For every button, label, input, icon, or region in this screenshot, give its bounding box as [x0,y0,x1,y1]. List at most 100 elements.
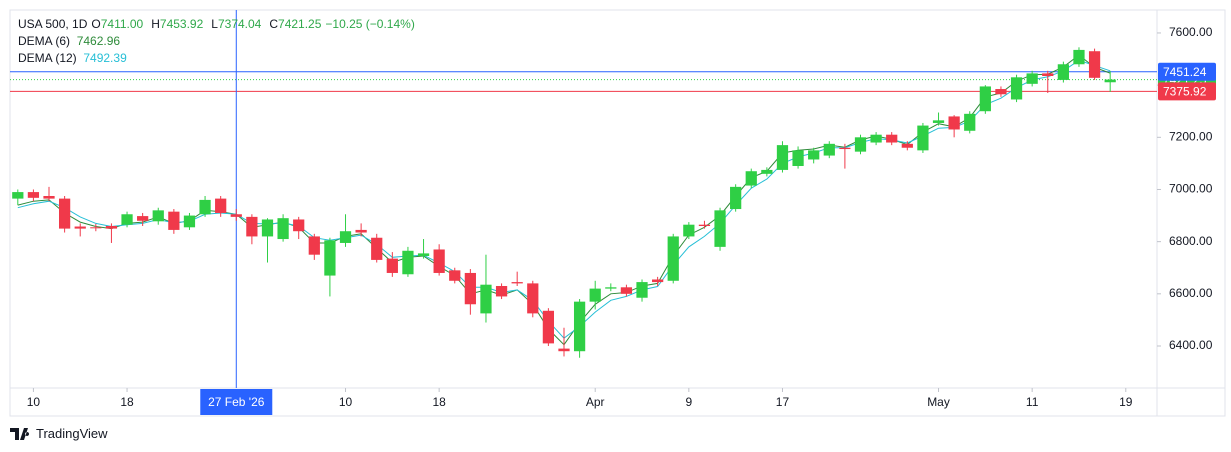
crosshair-x-label: 27 Feb '26 [208,395,265,409]
candle-body [511,282,523,284]
candle-body [137,216,149,221]
symbol: USA 500, 1D [18,17,88,31]
candle-body [355,229,367,233]
candle-body [605,287,617,289]
candle-body [215,198,227,213]
candle-body [932,120,945,123]
candle-body [854,137,867,152]
candle-body [979,86,991,112]
candle-body [386,258,398,273]
candle-body [558,348,570,352]
candle-body [964,113,976,131]
legend-value: 7492.39 [83,51,127,65]
ohlc-value: 7411.00 [100,17,144,31]
ohlc-key: O [91,17,101,31]
change: −10.25 (−0.14%) [325,17,415,31]
price-tag-label: 7451.24 [1163,65,1207,79]
candle-body [542,310,555,344]
candle-body [808,150,820,160]
candle-body [652,279,664,283]
candle-body [293,219,305,232]
candle-body [433,249,445,273]
ohlc-value: 7453.92 [159,17,204,31]
candle-body [948,116,960,130]
candle-body [230,214,242,217]
y-tick-label: 7600.00 [1169,25,1213,39]
candle-body [1042,73,1054,76]
candle-body [152,210,164,222]
candle-body [199,199,211,215]
candle-body [261,219,274,237]
legend-item: DEMA (6) 7462.96 [18,33,419,50]
candle-body [792,150,804,166]
x-tick-label: 17 [776,395,790,409]
y-tick-label: 7200.00 [1169,129,1213,143]
candle-body [464,272,476,305]
candle-body [277,218,289,240]
candle-body [339,231,352,243]
candle-body [901,143,913,148]
brand-name: TradingView [36,426,108,441]
y-tick-label: 6400.00 [1169,338,1213,352]
x-tick-label: 11 [1026,395,1039,409]
x-tick-label: May [927,395,950,409]
candle-body [761,169,773,174]
candle-body [1088,51,1101,78]
candle-body [1057,64,1069,80]
x-tick-label: Apr [586,395,605,409]
candle-body [402,250,414,275]
candle-body [745,171,757,186]
price-tag [1158,82,1216,101]
header-line: USA 500, 1D O7411.00 H7453.92 L7374.04 C7421… [18,16,419,33]
candle-body [27,192,40,198]
candle-body [823,143,835,156]
candle-body [683,224,695,237]
candle-body [12,192,24,199]
price-tag-label: 7375.92 [1163,85,1207,99]
ohlc-key: L [211,17,218,31]
x-tick-label: 10 [339,395,353,409]
candle-body [121,214,133,225]
price-tag [1158,62,1216,81]
x-tick-label: 10 [27,395,41,409]
candle-body [698,224,711,226]
x-tick-label: 18 [120,395,134,409]
y-tick-label: 6600.00 [1169,286,1213,300]
legend-name: DEMA (6) [18,34,71,48]
candle-body [870,134,882,143]
branding: TradingView [10,426,108,441]
candle-body [105,226,118,229]
candle-body [714,210,726,247]
candle-body [43,196,55,199]
x-tick-label: 9 [685,395,692,409]
ohlc-key: C [269,17,279,31]
x-tick-label: 18 [432,395,446,409]
candle-body [886,134,898,143]
candle-body [417,253,430,256]
candle-body [371,237,383,260]
candle-body [620,287,633,294]
candle-body [324,240,336,276]
candle-body [839,147,851,150]
candle-body [1104,79,1116,83]
candle-body [730,186,742,210]
candle-body [1010,77,1023,100]
candle-body [246,216,258,237]
y-tick-label: 6800.00 [1169,234,1213,248]
logo [10,427,30,440]
candle-body [183,215,196,228]
candle-body [480,284,492,314]
candle-body [449,270,461,281]
legend-value: 7462.96 [76,34,121,48]
candle-body [1073,49,1085,65]
candle-body [59,198,71,229]
candle-body [1026,73,1038,84]
ohlc-value: 7374.04 [217,17,262,31]
candle-body [917,125,929,151]
candle-body [168,211,180,230]
candle-body [74,226,86,229]
ohlc-value: 7421.25 [278,17,322,31]
candle-body [90,227,102,229]
